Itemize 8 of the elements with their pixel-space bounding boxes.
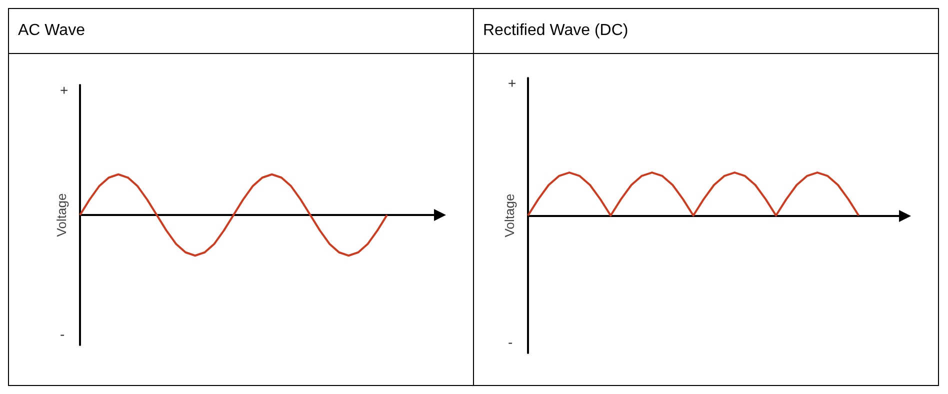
text: - <box>60 326 65 342</box>
text: - <box>508 334 513 350</box>
y-axis-title: Voltage <box>502 194 517 238</box>
text: + <box>60 82 68 98</box>
text: + <box>508 75 516 91</box>
chart-title: AC Wave <box>8 8 474 54</box>
y-axis-title: Voltage <box>54 193 69 237</box>
chart-title: Rectified Wave (DC) <box>474 8 938 54</box>
